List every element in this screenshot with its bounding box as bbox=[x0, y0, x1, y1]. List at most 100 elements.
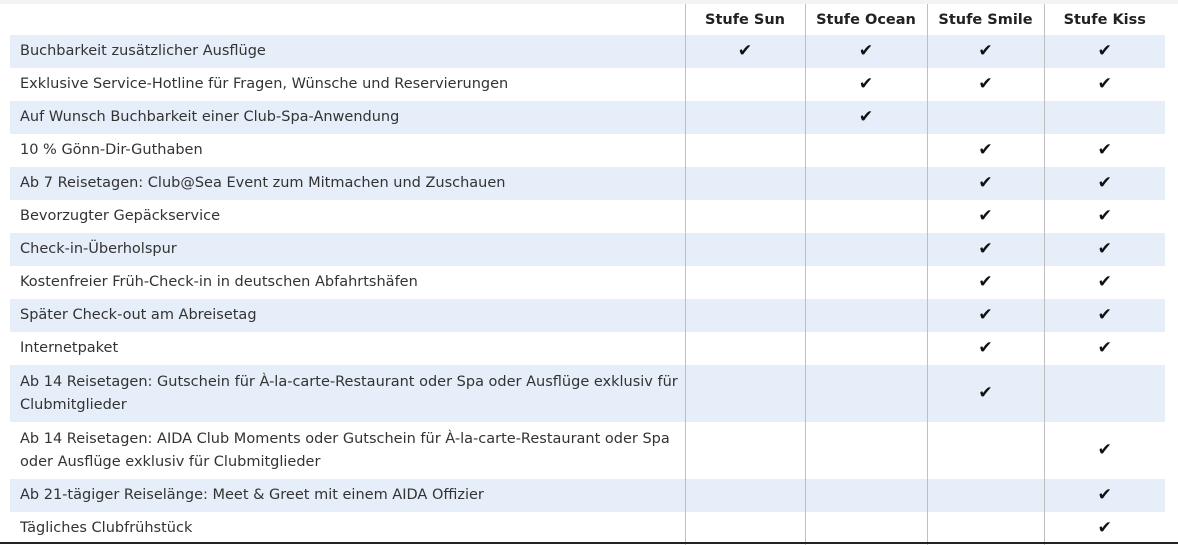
cell-smile: ✔ bbox=[926, 332, 1044, 365]
check-icon: ✔ bbox=[1097, 239, 1112, 259]
cell-kiss: ✔ bbox=[1043, 422, 1165, 479]
cell-smile: ✔ bbox=[926, 200, 1044, 233]
feature-label: Ab 14 Reisetagen: AIDA Club Moments oder… bbox=[20, 430, 670, 470]
table-row: Buchbarkeit zusätzlicher Ausflüge ✔ ✔ ✔ ✔ bbox=[10, 35, 1165, 68]
table-row: Ab 21-tägiger Reiselänge: Meet & Greet m… bbox=[10, 479, 1165, 512]
header-feature bbox=[10, 4, 685, 35]
cell-sun bbox=[684, 512, 805, 545]
bottom-border bbox=[0, 542, 1178, 544]
cell-smile bbox=[926, 101, 1044, 134]
cell-ocean: ✔ bbox=[804, 35, 927, 68]
cell-sun bbox=[684, 422, 805, 479]
feature-label: Kostenfreier Früh-Check-in in deutschen … bbox=[20, 274, 418, 290]
cell-kiss: ✔ bbox=[1043, 233, 1165, 266]
table-row: Kostenfreier Früh-Check-in in deutschen … bbox=[10, 266, 1165, 299]
cell-smile: ✔ bbox=[926, 299, 1044, 332]
check-icon: ✔ bbox=[1097, 140, 1112, 160]
check-icon: ✔ bbox=[737, 41, 753, 61]
cell-kiss: ✔ bbox=[1043, 266, 1165, 299]
check-icon: ✔ bbox=[978, 206, 993, 226]
cell-smile: ✔ bbox=[926, 167, 1044, 200]
cell-sun bbox=[684, 266, 805, 299]
cell-ocean bbox=[804, 365, 927, 422]
cell-kiss: ✔ bbox=[1043, 512, 1165, 545]
check-icon: ✔ bbox=[978, 338, 993, 358]
cell-ocean bbox=[804, 167, 927, 200]
cell-ocean bbox=[804, 299, 927, 332]
table-row: Später Check-out am Abreisetag ✔ ✔ bbox=[10, 299, 1165, 332]
cell-sun bbox=[684, 299, 805, 332]
cell-smile bbox=[926, 422, 1044, 479]
cell-kiss: ✔ bbox=[1043, 167, 1165, 200]
check-icon: ✔ bbox=[978, 272, 993, 292]
check-icon: ✔ bbox=[1097, 74, 1112, 94]
check-icon: ✔ bbox=[978, 305, 993, 325]
cell-smile: ✔ bbox=[926, 233, 1044, 266]
cell-kiss bbox=[1043, 365, 1165, 422]
header-stufe-smile: Stufe Smile bbox=[926, 4, 1044, 35]
feature-label: Ab 21-tägiger Reiselänge: Meet & Greet m… bbox=[10, 479, 685, 512]
check-icon: ✔ bbox=[978, 41, 993, 61]
cell-kiss: ✔ bbox=[1043, 134, 1165, 167]
feature-label: Später Check-out am Abreisetag bbox=[10, 299, 685, 332]
cell-sun bbox=[684, 200, 805, 233]
table-row: Check-in-Überholspur ✔ ✔ bbox=[10, 233, 1165, 266]
cell-ocean bbox=[804, 422, 927, 479]
cell-ocean bbox=[804, 200, 927, 233]
feature-label: Buchbarkeit zusätzlicher Ausflüge bbox=[10, 35, 685, 68]
check-icon: ✔ bbox=[1097, 440, 1112, 460]
cell-sun bbox=[684, 68, 805, 101]
feature-label: Tägliches Clubfrühstück bbox=[20, 520, 193, 536]
feature-label: Check-in-Überholspur bbox=[10, 233, 685, 266]
check-icon: ✔ bbox=[1097, 518, 1112, 538]
table-row: Ab 7 Reisetagen: Club@Sea Event zum Mitm… bbox=[10, 167, 1165, 200]
header-stufe-ocean: Stufe Ocean bbox=[804, 4, 927, 35]
top-strip bbox=[0, 0, 1178, 4]
header-stufe-sun: Stufe Sun bbox=[684, 4, 805, 35]
cell-smile bbox=[926, 512, 1044, 545]
cell-sun bbox=[684, 167, 805, 200]
feature-label: Ab 14 Reisetagen: Gutschein für À-la-car… bbox=[10, 365, 685, 422]
table-row: Ab 14 Reisetagen: Gutschein für À-la-car… bbox=[10, 365, 1165, 422]
cell-sun bbox=[684, 479, 805, 512]
cell-kiss: ✔ bbox=[1043, 200, 1165, 233]
cell-ocean: ✔ bbox=[804, 68, 927, 101]
check-icon: ✔ bbox=[978, 74, 993, 94]
cell-smile: ✔ bbox=[926, 68, 1044, 101]
check-icon: ✔ bbox=[858, 41, 874, 61]
cell-smile: ✔ bbox=[926, 266, 1044, 299]
cell-ocean bbox=[804, 266, 927, 299]
cell-ocean bbox=[804, 332, 927, 365]
cell-kiss: ✔ bbox=[1043, 35, 1165, 68]
header-row: Stufe Sun Stufe Ocean Stufe Smile Stufe … bbox=[10, 4, 1165, 35]
cell-sun bbox=[684, 332, 805, 365]
check-icon: ✔ bbox=[1097, 206, 1112, 226]
check-icon: ✔ bbox=[1097, 272, 1112, 292]
cell-sun bbox=[684, 365, 805, 422]
table-row: Auf Wunsch Buchbarkeit einer Club-Spa-An… bbox=[10, 101, 1165, 134]
feature-label: Ab 7 Reisetagen: Club@Sea Event zum Mitm… bbox=[10, 167, 685, 200]
check-icon: ✔ bbox=[978, 239, 993, 259]
feature-label: Bevorzugter Gepäckservice bbox=[20, 208, 221, 224]
cell-smile: ✔ bbox=[926, 365, 1044, 422]
table-row: Tägliches Clubfrühstück ✔ bbox=[10, 512, 1165, 545]
cell-sun bbox=[684, 101, 805, 134]
check-icon: ✔ bbox=[1097, 173, 1112, 193]
cell-ocean bbox=[804, 479, 927, 512]
cell-ocean: ✔ bbox=[804, 101, 927, 134]
check-icon: ✔ bbox=[978, 173, 993, 193]
cell-smile: ✔ bbox=[926, 35, 1044, 68]
table-row: Ab 14 Reisetagen: AIDA Club Moments oder… bbox=[10, 422, 1165, 479]
check-icon: ✔ bbox=[978, 383, 993, 403]
check-icon: ✔ bbox=[978, 140, 993, 160]
feature-label: Exklusive Service-Hotline für Fragen, Wü… bbox=[20, 76, 509, 92]
check-icon: ✔ bbox=[858, 107, 874, 127]
cell-ocean bbox=[804, 233, 927, 266]
cell-sun: ✔ bbox=[684, 35, 805, 68]
cell-ocean bbox=[804, 512, 927, 545]
cell-kiss: ✔ bbox=[1043, 299, 1165, 332]
table-row: 10 % Gönn-Dir-Guthaben ✔ ✔ bbox=[10, 134, 1165, 167]
cell-kiss: ✔ bbox=[1043, 68, 1165, 101]
table-row: Exklusive Service-Hotline für Fragen, Wü… bbox=[10, 68, 1165, 101]
check-icon: ✔ bbox=[1097, 485, 1112, 505]
